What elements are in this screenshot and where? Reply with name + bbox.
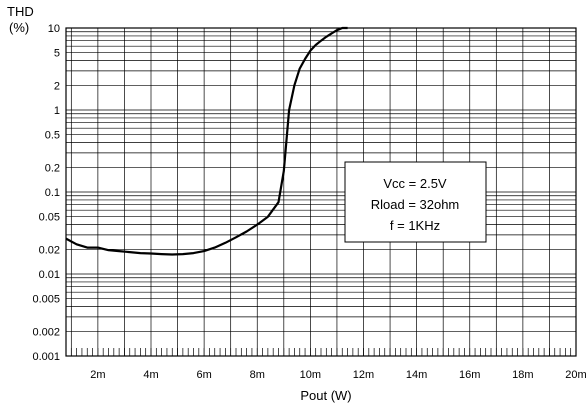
x-axis-tick-labels: 2m 4m 6m 8m 10m 12m 14m 16m 18m 20m: [90, 369, 586, 381]
y-tick-label: 2: [54, 80, 60, 92]
x-tick-label: 8m: [250, 369, 265, 381]
y-tick-label: 0.002: [32, 326, 60, 338]
y-tick-label: 0.01: [39, 269, 60, 281]
x-tick-label: 20m: [565, 369, 586, 381]
x-tick-label: 4m: [143, 369, 158, 381]
y-axis-tick-labels: 10 5 2 1 0.5 0.2 0.1 0.05 0.02 0.01 0.005 0.002 0.00…: [32, 23, 60, 363]
y-tick-label: 0.001: [32, 351, 60, 363]
thd-curve-line: [65, 26, 348, 256]
y-axis-label: THD: [7, 4, 34, 19]
y-tick-label: 0.2: [45, 162, 60, 174]
y-axis-unit-label: (%): [9, 20, 29, 35]
x-tick-label: 6m: [196, 369, 211, 381]
y-tick-label: 0.5: [45, 130, 60, 142]
x-tick-label: 2m: [90, 369, 105, 381]
plot-area-border: [65, 27, 577, 357]
test-conditions-box-frame: [344, 161, 487, 243]
x-axis-label: Pout (W): [300, 388, 351, 403]
y-tick-label: 1: [54, 105, 60, 117]
y-tick-label: 0.005: [32, 294, 60, 306]
x-tick-label: 18m: [512, 369, 533, 381]
frequency-condition-label: f = 1KHz: [390, 218, 440, 233]
y-tick-label: 0.1: [45, 187, 60, 199]
y-tick-label: 0.05: [39, 212, 60, 224]
x-tick-label: 10m: [300, 369, 321, 381]
vcc-condition-label: Vcc = 2.5V: [383, 176, 447, 191]
x-tick-label: 14m: [406, 369, 427, 381]
rload-condition-label: Rload = 32ohm: [371, 197, 460, 212]
x-tick-label: 12m: [353, 369, 374, 381]
test-conditions-box: Vcc = 2.5V Rload = 32ohm f = 1KHz: [344, 161, 487, 243]
y-tick-label: 5: [54, 48, 60, 60]
y-tick-label: 0.02: [39, 244, 60, 256]
grid-lines: [66, 28, 576, 356]
y-tick-label: 10: [48, 23, 60, 35]
x-tick-label: 16m: [459, 369, 480, 381]
